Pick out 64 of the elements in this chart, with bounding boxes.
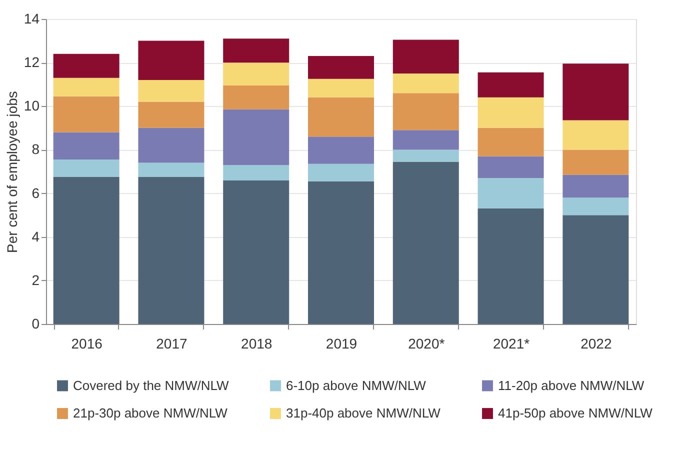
bar xyxy=(308,164,374,182)
x-tick-label: 2018 xyxy=(241,336,272,352)
legend-label: 6-10p above NMW/NLW xyxy=(286,378,427,393)
bar xyxy=(53,78,120,96)
bar xyxy=(223,109,290,165)
bar xyxy=(53,54,120,78)
bar xyxy=(392,130,459,150)
x-tick-label: 2017 xyxy=(156,336,188,352)
bar xyxy=(478,178,544,209)
x-tick-label: 2022 xyxy=(580,336,612,352)
bar xyxy=(562,64,629,120)
bar xyxy=(562,198,629,216)
bar xyxy=(478,156,544,178)
x-tick-label: 2019 xyxy=(326,336,358,352)
bar xyxy=(223,164,290,180)
legend-label: 21p-30p above NMW/NLW xyxy=(73,406,228,420)
bar xyxy=(308,97,374,137)
bar xyxy=(392,73,459,94)
y-tick-label: 6 xyxy=(32,184,40,201)
bar xyxy=(138,40,204,80)
bar xyxy=(223,180,290,324)
bar xyxy=(223,85,290,110)
x-tick-label: 2016 xyxy=(71,336,103,352)
bar xyxy=(138,162,204,177)
bar xyxy=(308,136,374,164)
y-tick-label: 2 xyxy=(32,272,40,288)
y-tick-label: 8 xyxy=(32,141,40,158)
bar xyxy=(562,215,629,324)
bar xyxy=(138,102,204,128)
bar xyxy=(223,38,290,63)
bar xyxy=(53,96,120,132)
x-tick-label: 2021* xyxy=(492,336,530,352)
bar xyxy=(308,181,374,324)
bar xyxy=(478,97,544,128)
legend-label: 31p-40p above NMW/NLW xyxy=(286,406,442,420)
y-axis-title: Per cent of employee jobs xyxy=(4,91,20,253)
bar xyxy=(53,160,120,177)
bar xyxy=(478,72,544,98)
y-tick-label: 14 xyxy=(24,10,40,26)
legend-label: 11-20p above NMW/NLW xyxy=(498,378,645,393)
bar xyxy=(392,162,459,324)
bar xyxy=(392,150,459,162)
bar xyxy=(392,40,459,74)
x-tick-label: 2020* xyxy=(408,336,446,352)
y-tick-label: 0 xyxy=(32,316,40,332)
bar xyxy=(223,62,290,86)
y-tick-label: 12 xyxy=(24,54,40,70)
bar xyxy=(53,132,120,160)
bar xyxy=(138,176,204,324)
bar xyxy=(392,93,459,130)
bar xyxy=(308,56,374,79)
y-tick-label: 10 xyxy=(24,98,40,114)
y-tick-label: 4 xyxy=(32,228,40,244)
bar xyxy=(138,80,204,102)
bar xyxy=(478,208,544,324)
legend-label: 41p-50p above NMW/NLW xyxy=(498,406,654,420)
bar xyxy=(308,78,374,98)
bar xyxy=(562,150,629,175)
legend-label: Covered by the NMW/NLW xyxy=(73,378,230,393)
bar xyxy=(138,128,204,163)
bar xyxy=(53,176,120,324)
bar xyxy=(478,128,544,156)
bar xyxy=(562,120,629,150)
bar xyxy=(562,174,629,198)
